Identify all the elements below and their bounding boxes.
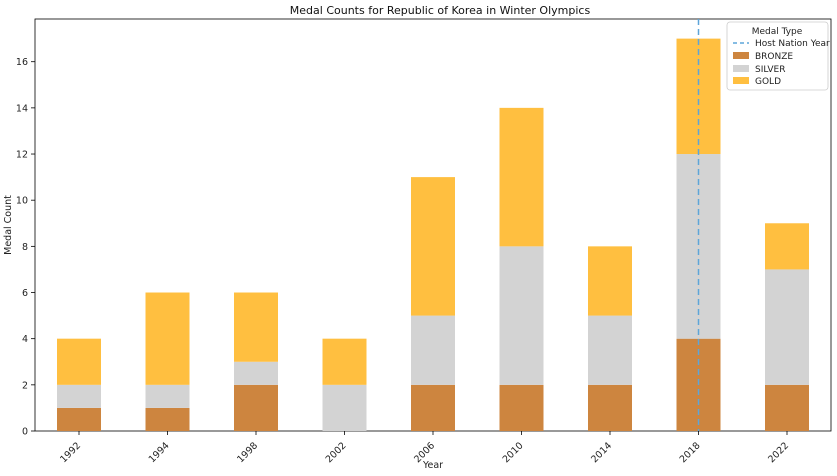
y-tick-label: 0	[22, 427, 28, 438]
bar-silver-1998	[234, 361, 278, 385]
bar-gold-1998	[234, 292, 278, 362]
bars	[57, 38, 809, 431]
bar-bronze-1998	[234, 384, 278, 431]
y-tick-label: 2	[22, 380, 28, 391]
y-axis-label: Medal Count	[3, 195, 14, 255]
x-tick-label: 1992	[58, 440, 83, 465]
bar-silver-1994	[145, 384, 190, 408]
bar-silver-2002	[322, 384, 367, 431]
y-tick-label: 14	[16, 103, 28, 114]
bar-gold-2006	[411, 177, 455, 316]
x-tick-label: 2014	[589, 440, 614, 465]
legend-gold-swatch	[733, 77, 749, 84]
bar-gold-2010	[499, 107, 544, 247]
legend-box	[726, 21, 829, 91]
x-tick-label: 1994	[147, 440, 172, 465]
bar-silver-2014	[588, 315, 632, 385]
bar-silver-2010	[499, 246, 544, 385]
x-tick-label: 2022	[766, 440, 791, 465]
x-tick-label: 1998	[235, 440, 260, 465]
bar-silver-2022	[765, 269, 809, 385]
bar-bronze-1994	[145, 407, 190, 431]
y-tick-label: 10	[16, 196, 28, 207]
bar-gold-2002	[322, 338, 367, 385]
legend-host-line-label: Host Nation Year	[755, 39, 830, 49]
legend-title: Medal Type	[752, 27, 803, 37]
legend-bronze-swatch	[733, 52, 749, 59]
x-tick-label: 2010	[501, 440, 526, 465]
y-tick-label: 6	[22, 288, 28, 299]
x-tick-label: 2018	[678, 440, 703, 465]
bar-silver-1992	[57, 384, 101, 408]
y-axis: 0 2 4 6 8 10 12 14 16	[16, 57, 35, 438]
bar-bronze-1992	[57, 407, 101, 431]
x-axis-label: Year	[422, 460, 443, 471]
bar-bronze-2014	[588, 384, 632, 431]
bar-gold-2018	[676, 38, 721, 155]
legend-gold-label: GOLD	[755, 77, 781, 87]
legend-silver-label: SILVER	[755, 65, 786, 75]
bar-bronze-2006	[411, 384, 455, 431]
legend: Medal Type Host Nation Year BRONZE SILVE…	[726, 21, 830, 91]
y-tick-label: 8	[22, 242, 28, 253]
y-tick-label: 12	[16, 150, 28, 161]
bar-bronze-2010	[499, 384, 544, 431]
bar-gold-1994	[145, 292, 190, 385]
y-tick-label: 4	[22, 334, 28, 345]
legend-silver-swatch	[733, 65, 749, 72]
bar-silver-2006	[411, 315, 455, 385]
bar-gold-2022	[765, 223, 809, 270]
x-tick-label: 2002	[324, 440, 349, 465]
bar-bronze-2022	[765, 384, 809, 431]
bar-gold-1992	[57, 338, 101, 385]
y-tick-label: 16	[16, 57, 28, 68]
legend-bronze-label: BRONZE	[755, 52, 793, 62]
bar-gold-2014	[588, 246, 632, 316]
chart-title: Medal Counts for Republic of Korea in Wi…	[290, 4, 591, 17]
